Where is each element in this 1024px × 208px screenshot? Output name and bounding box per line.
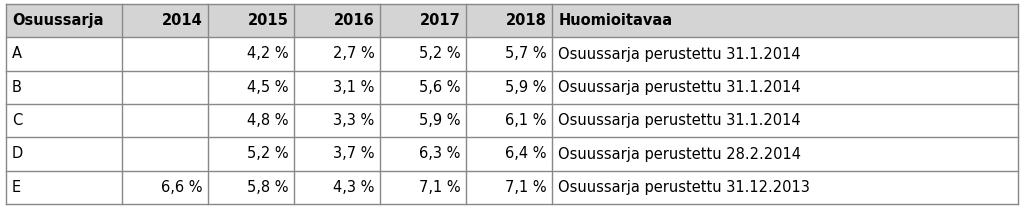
Text: 4,3 %: 4,3 % xyxy=(333,180,375,195)
Bar xyxy=(381,104,467,137)
Text: 5,8 %: 5,8 % xyxy=(247,180,289,195)
Bar xyxy=(553,71,1018,104)
Bar xyxy=(381,171,467,204)
Bar xyxy=(467,171,553,204)
Text: 4,2 %: 4,2 % xyxy=(247,47,289,62)
Text: 5,6 %: 5,6 % xyxy=(419,80,461,95)
Bar xyxy=(467,71,553,104)
Text: Osuussarja perustettu 31.1.2014: Osuussarja perustettu 31.1.2014 xyxy=(558,47,801,62)
Text: 5,2 %: 5,2 % xyxy=(247,146,289,161)
Text: 6,1 %: 6,1 % xyxy=(505,113,547,128)
Bar xyxy=(209,171,295,204)
Bar xyxy=(6,4,123,37)
Text: E: E xyxy=(12,180,22,195)
Bar xyxy=(209,4,295,37)
Bar xyxy=(209,104,295,137)
Text: 6,3 %: 6,3 % xyxy=(419,146,461,161)
Bar xyxy=(123,104,209,137)
Text: 4,5 %: 4,5 % xyxy=(247,80,289,95)
Bar xyxy=(123,37,209,71)
Bar xyxy=(123,4,209,37)
Text: 7,1 %: 7,1 % xyxy=(505,180,547,195)
Bar xyxy=(467,137,553,171)
Bar xyxy=(381,71,467,104)
Text: 5,2 %: 5,2 % xyxy=(419,47,461,62)
Bar xyxy=(381,137,467,171)
Text: Huomioitavaa: Huomioitavaa xyxy=(558,13,673,28)
Bar xyxy=(123,71,209,104)
Bar xyxy=(6,137,123,171)
Text: Osuussarja perustettu 31.1.2014: Osuussarja perustettu 31.1.2014 xyxy=(558,80,801,95)
Text: Osuussarja perustettu 28.2.2014: Osuussarja perustettu 28.2.2014 xyxy=(558,146,802,161)
Text: 5,9 %: 5,9 % xyxy=(419,113,461,128)
Bar xyxy=(123,171,209,204)
Text: D: D xyxy=(12,146,24,161)
Text: C: C xyxy=(12,113,23,128)
Text: 3,1 %: 3,1 % xyxy=(333,80,375,95)
Bar xyxy=(295,71,381,104)
Bar xyxy=(6,171,123,204)
Bar xyxy=(553,171,1018,204)
Text: 2016: 2016 xyxy=(334,13,375,28)
Bar xyxy=(123,137,209,171)
Bar xyxy=(295,171,381,204)
Bar xyxy=(295,4,381,37)
Text: 3,3 %: 3,3 % xyxy=(333,113,375,128)
Bar xyxy=(553,37,1018,71)
Bar xyxy=(295,137,381,171)
Text: 2017: 2017 xyxy=(420,13,461,28)
Text: Osuussarja perustettu 31.12.2013: Osuussarja perustettu 31.12.2013 xyxy=(558,180,810,195)
Bar xyxy=(6,37,123,71)
Text: 2015: 2015 xyxy=(248,13,289,28)
Text: 4,8 %: 4,8 % xyxy=(247,113,289,128)
Bar xyxy=(467,37,553,71)
Bar xyxy=(553,137,1018,171)
Bar xyxy=(295,104,381,137)
Text: 2014: 2014 xyxy=(162,13,203,28)
Text: Osuussarja perustettu 31.1.2014: Osuussarja perustettu 31.1.2014 xyxy=(558,113,801,128)
Bar xyxy=(381,37,467,71)
Bar xyxy=(209,37,295,71)
Bar xyxy=(6,71,123,104)
Bar xyxy=(6,104,123,137)
Bar xyxy=(467,4,553,37)
Bar xyxy=(553,4,1018,37)
Bar xyxy=(209,71,295,104)
Bar xyxy=(295,37,381,71)
Text: 2018: 2018 xyxy=(506,13,547,28)
Text: 6,6 %: 6,6 % xyxy=(161,180,203,195)
Bar xyxy=(553,104,1018,137)
Text: 5,9 %: 5,9 % xyxy=(505,80,547,95)
Text: 7,1 %: 7,1 % xyxy=(419,180,461,195)
Text: B: B xyxy=(12,80,22,95)
Bar xyxy=(467,104,553,137)
Text: 6,4 %: 6,4 % xyxy=(505,146,547,161)
Text: 3,7 %: 3,7 % xyxy=(333,146,375,161)
Text: A: A xyxy=(12,47,22,62)
Text: 2,7 %: 2,7 % xyxy=(333,47,375,62)
Text: Osuussarja: Osuussarja xyxy=(12,13,103,28)
Text: 5,7 %: 5,7 % xyxy=(505,47,547,62)
Bar xyxy=(209,137,295,171)
Bar xyxy=(381,4,467,37)
